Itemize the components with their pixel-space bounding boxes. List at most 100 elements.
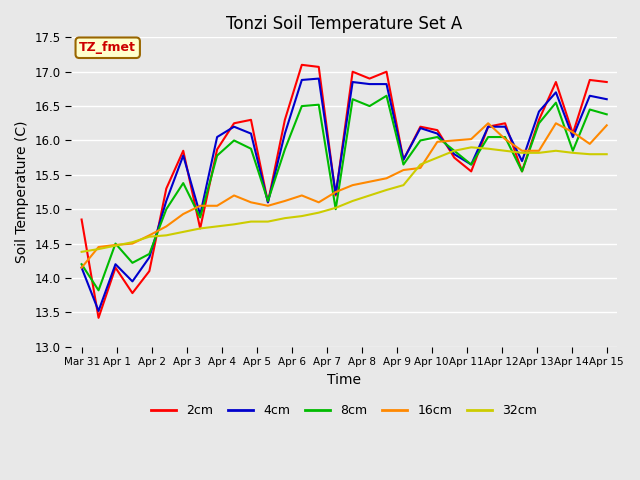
32cm — [451, 148, 458, 154]
2cm — [535, 117, 543, 123]
2cm — [230, 120, 238, 126]
16cm — [451, 138, 458, 144]
2cm — [501, 120, 509, 126]
16cm — [247, 200, 255, 205]
8cm — [417, 138, 424, 144]
2cm — [95, 315, 102, 321]
2cm — [451, 155, 458, 160]
16cm — [179, 211, 187, 217]
8cm — [433, 134, 441, 140]
32cm — [332, 205, 340, 211]
2cm — [196, 226, 204, 231]
8cm — [298, 103, 306, 109]
8cm — [163, 206, 170, 212]
16cm — [332, 189, 340, 195]
8cm — [145, 251, 153, 257]
2cm — [417, 124, 424, 130]
4cm — [433, 131, 441, 136]
4cm — [77, 265, 85, 271]
32cm — [349, 198, 356, 204]
16cm — [145, 232, 153, 238]
4cm — [247, 131, 255, 136]
X-axis label: Time: Time — [327, 372, 361, 387]
4cm — [535, 108, 543, 114]
Line: 8cm: 8cm — [81, 96, 607, 290]
8cm — [467, 162, 475, 168]
8cm — [111, 240, 119, 246]
32cm — [281, 215, 289, 221]
2cm — [399, 157, 407, 163]
8cm — [129, 260, 136, 266]
4cm — [298, 77, 306, 83]
32cm — [315, 210, 323, 216]
Line: 32cm: 32cm — [81, 147, 607, 252]
4cm — [417, 125, 424, 131]
16cm — [417, 165, 424, 171]
2cm — [603, 79, 611, 85]
32cm — [484, 146, 492, 152]
8cm — [586, 107, 594, 112]
8cm — [535, 120, 543, 126]
32cm — [603, 151, 611, 157]
4cm — [518, 158, 526, 164]
2cm — [467, 168, 475, 174]
32cm — [298, 213, 306, 219]
Title: Tonzi Soil Temperature Set A: Tonzi Soil Temperature Set A — [226, 15, 462, 33]
4cm — [213, 134, 221, 140]
16cm — [399, 167, 407, 173]
4cm — [332, 191, 340, 197]
32cm — [399, 182, 407, 188]
16cm — [586, 141, 594, 147]
32cm — [247, 219, 255, 225]
16cm — [535, 148, 543, 154]
4cm — [129, 278, 136, 284]
16cm — [281, 198, 289, 204]
8cm — [603, 111, 611, 117]
2cm — [383, 69, 390, 74]
8cm — [365, 103, 373, 109]
16cm — [95, 244, 102, 250]
4cm — [399, 157, 407, 163]
4cm — [569, 134, 577, 140]
2cm — [433, 127, 441, 133]
16cm — [569, 129, 577, 135]
4cm — [451, 151, 458, 157]
2cm — [247, 117, 255, 123]
8cm — [95, 288, 102, 293]
8cm — [77, 261, 85, 267]
8cm — [552, 100, 560, 106]
32cm — [518, 150, 526, 156]
2cm — [332, 192, 340, 198]
32cm — [552, 148, 560, 154]
4cm — [264, 200, 272, 205]
8cm — [213, 153, 221, 158]
32cm — [535, 150, 543, 156]
4cm — [281, 131, 289, 136]
4cm — [484, 124, 492, 130]
Line: 2cm: 2cm — [81, 65, 607, 318]
32cm — [230, 221, 238, 227]
2cm — [281, 117, 289, 123]
16cm — [467, 136, 475, 142]
16cm — [552, 120, 560, 126]
16cm — [264, 203, 272, 209]
4cm — [179, 153, 187, 158]
32cm — [163, 232, 170, 238]
16cm — [501, 136, 509, 142]
2cm — [179, 148, 187, 154]
8cm — [315, 102, 323, 108]
2cm — [365, 76, 373, 82]
8cm — [451, 148, 458, 154]
2cm — [586, 77, 594, 83]
4cm — [95, 308, 102, 314]
2cm — [349, 69, 356, 74]
8cm — [501, 134, 509, 140]
2cm — [77, 216, 85, 222]
8cm — [399, 162, 407, 168]
16cm — [213, 203, 221, 209]
16cm — [383, 175, 390, 181]
16cm — [163, 224, 170, 229]
16cm — [365, 179, 373, 185]
8cm — [264, 198, 272, 204]
32cm — [196, 226, 204, 231]
